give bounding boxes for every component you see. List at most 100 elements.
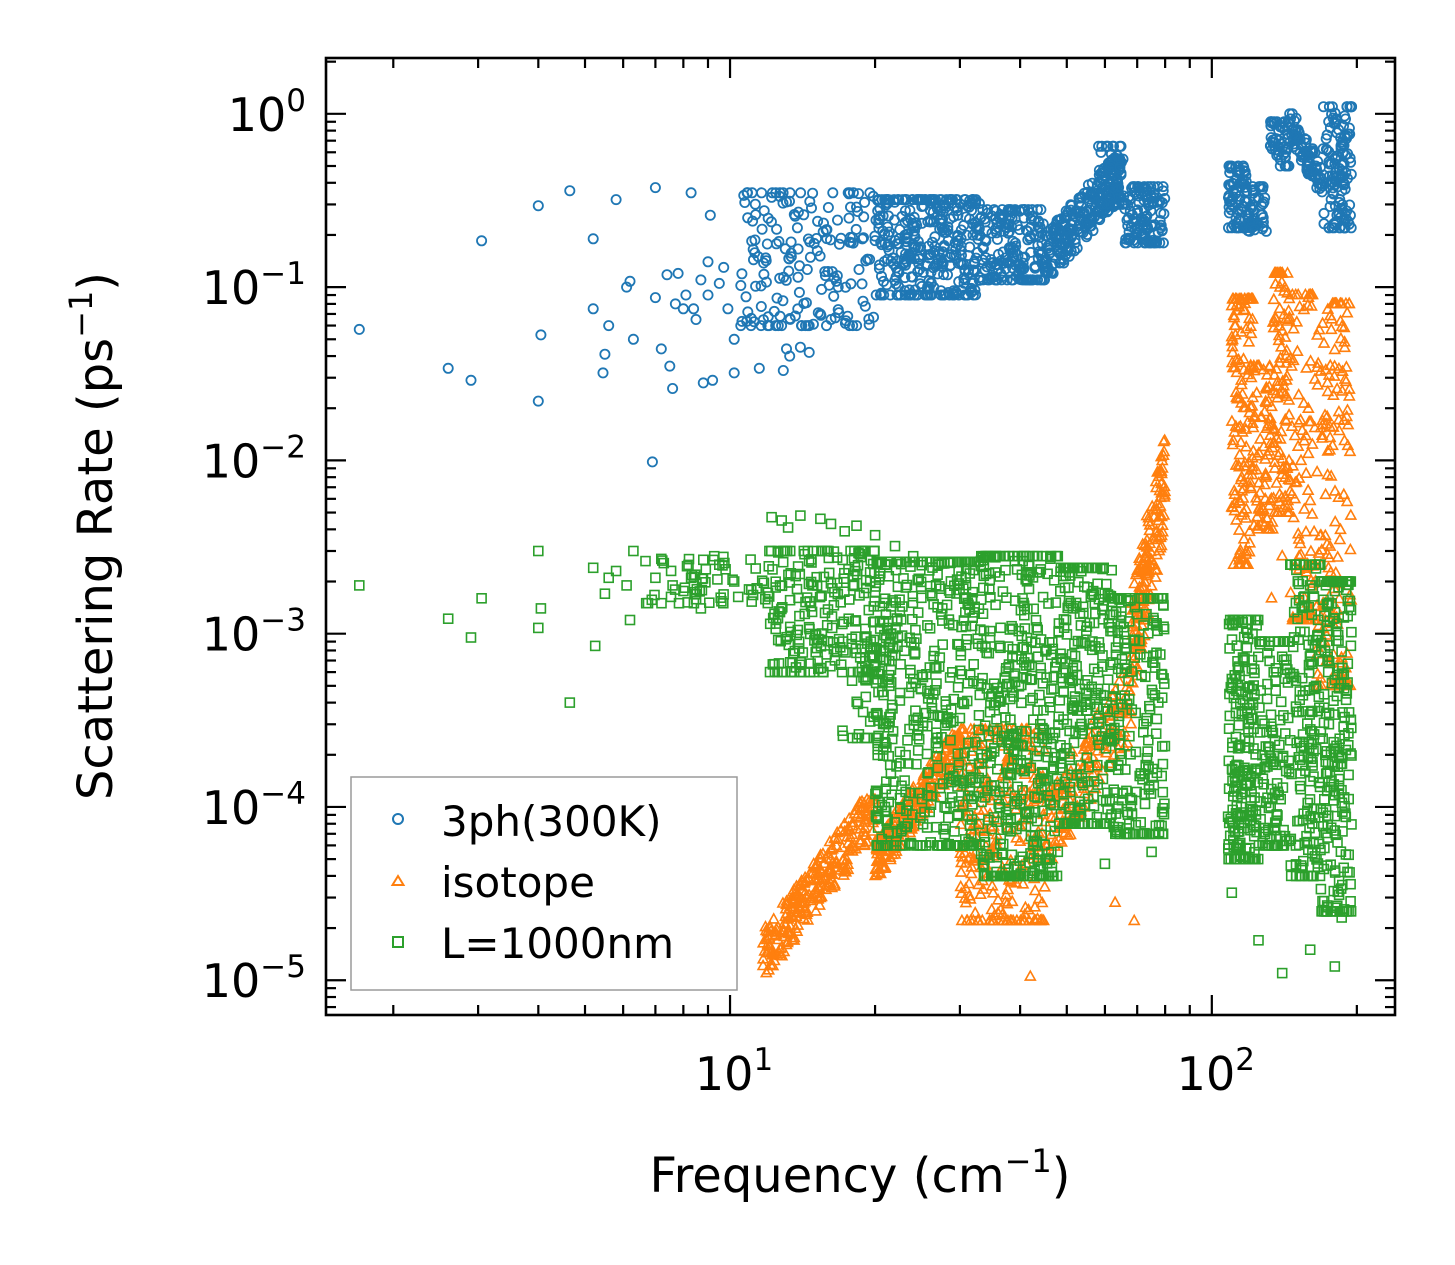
data-point-3ph [1009,204,1021,216]
data-point-3ph [1022,204,1034,216]
data-point-3ph [907,271,919,283]
data-point-3ph [1297,149,1309,161]
data-point-3ph [1134,225,1146,237]
data-point-3ph [1226,222,1238,234]
data-point-3ph [991,233,1003,245]
data-point-3ph [1232,160,1244,172]
data-point-3ph [1025,213,1037,225]
data-point-3ph [1148,181,1160,193]
data-point-3ph [1041,266,1053,278]
data-point-3ph [1321,144,1333,156]
data-point-3ph [875,236,887,248]
data-point-3ph [796,320,808,332]
data-point-3ph [825,234,837,246]
data-point-3ph [758,257,770,269]
data-point-3ph [1076,192,1088,204]
data-point-3ph [1111,150,1123,162]
data-point-3ph [980,235,992,247]
data-point-3ph [935,252,947,264]
data-point-3ph [1122,220,1134,232]
data-point-3ph [924,194,936,206]
data-point-3ph [1343,122,1355,134]
data-point-3ph [792,303,804,315]
data-point-3ph [890,278,902,290]
data-point-3ph [1144,237,1156,249]
data-point-3ph [811,245,823,257]
data-point-3ph [872,194,884,206]
data-point-3ph [911,289,923,301]
data-point-3ph [1127,181,1139,193]
data-point-3ph [1086,186,1098,198]
data-point-3ph [899,205,911,217]
data-point-3ph [1301,165,1313,177]
data-point-3ph [756,187,768,199]
data-point-3ph [819,266,831,278]
data-point-3ph [785,251,797,263]
data-point-3ph [977,204,989,216]
data-point-3ph [830,275,842,287]
data-point-3ph [1121,214,1133,226]
data-point-3ph [792,271,804,283]
data-point-3ph [777,295,789,307]
data-point-3ph [922,289,934,301]
data-point-3ph [774,272,786,284]
data-point-3ph [1225,160,1237,172]
data-point-3ph [1039,230,1051,242]
data-point-3ph [1152,226,1164,238]
data-point-3ph [938,269,950,281]
data-point-3ph [1100,198,1112,210]
data-point-3ph [1124,205,1136,217]
data-point-3ph [1016,274,1028,286]
data-point-3ph [967,218,979,230]
data-point-3ph [740,291,752,303]
data-point-3ph [1318,207,1330,219]
data-point-3ph [1231,207,1243,219]
data-point-3ph [1096,140,1108,152]
data-point-3ph [879,228,891,240]
data-point-3ph [756,223,768,235]
data-point-3ph [878,275,890,287]
data-point-3ph [1279,151,1291,163]
data-point-3ph [828,290,840,302]
data-point-3ph [1093,164,1105,176]
data-point-3ph [882,221,894,233]
data-point-3ph [952,231,964,243]
data-point-3ph [977,274,989,286]
data-point-3ph [882,210,894,222]
data-point-3ph [944,259,956,271]
data-point-3ph [739,196,751,208]
data-point-3ph [889,235,901,247]
data-point-3ph [943,289,955,301]
data-point-3ph [1120,233,1132,245]
data-point-3ph [1061,209,1073,221]
data-point-3ph [897,258,909,270]
data-point-3ph [918,200,930,212]
data-point-3ph [789,210,801,222]
data-point-3ph [793,286,805,298]
data-point-3ph [749,198,761,210]
data-point-3ph [1006,251,1018,263]
data-point-3ph [1065,231,1077,243]
data-point-3ph [814,250,826,262]
data-point-3ph [963,264,975,276]
data-point-3ph [1084,220,1096,232]
data-point-3ph [794,260,806,272]
data-point-3ph [1345,156,1357,168]
data-point-3ph [822,265,834,277]
data-point-3ph [895,246,907,258]
data-point-3ph [807,187,819,199]
data-point-3ph [798,297,810,309]
data-point-3ph [967,264,979,276]
data-point-3ph [1237,174,1249,186]
data-point-3ph [1077,206,1089,218]
data-point-3ph [1111,172,1123,184]
data-point-3ph [806,202,818,214]
data-point-3ph [858,232,870,244]
data-point-3ph [1107,140,1119,152]
data-point-3ph [955,240,967,252]
data-point-3ph [1257,216,1269,228]
data-point-3ph [938,226,950,238]
data-point-3ph [1029,261,1041,273]
data-point-3ph [897,194,909,206]
data-point-3ph [783,253,795,265]
